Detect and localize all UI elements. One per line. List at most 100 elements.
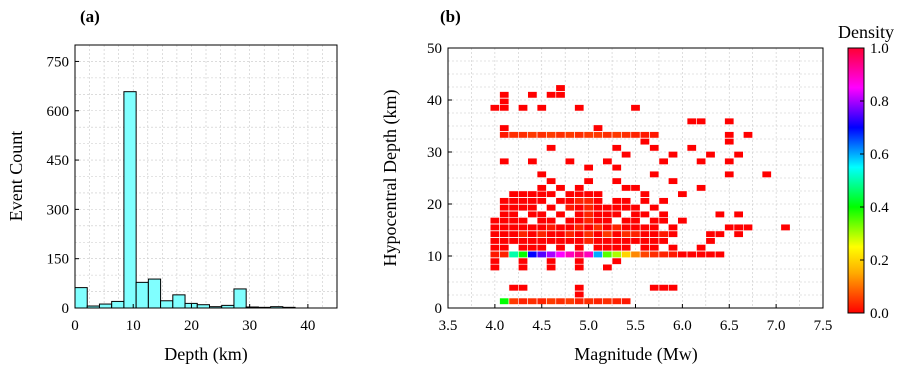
- heatmap-cell: [527, 204, 538, 212]
- heatmap-cell: [593, 217, 603, 225]
- heatmap-cell: [696, 157, 707, 165]
- heatmap-cell: [564, 237, 575, 245]
- heatmap-cell: [546, 257, 557, 265]
- heatmap-cell: [564, 157, 575, 165]
- heatmap-cell: [743, 223, 753, 231]
- colorbar-ticks: 0.0 0.2 0.4 0.6 0.8 1.0: [860, 41, 889, 322]
- heatmap-cell: [555, 230, 566, 238]
- heatmap-cell: [668, 250, 678, 258]
- heatmap-cell: [555, 297, 566, 305]
- heatmap-cell: [705, 230, 716, 238]
- heatmap-cell: [564, 217, 575, 225]
- heatmap-grid: [447, 47, 824, 309]
- heatmap-cell: [621, 297, 632, 305]
- heatmap-cell: [733, 151, 744, 159]
- heatmap-cell: [621, 223, 632, 231]
- heatmap-cell: [574, 237, 585, 245]
- heatmap-cell: [546, 297, 557, 305]
- heatmap-cell: [602, 210, 613, 218]
- heatmap-cell: [518, 190, 528, 198]
- heatmap-cell: [724, 138, 735, 146]
- heatmap-cell: [574, 204, 585, 212]
- heatmap-cell: [611, 244, 622, 252]
- heatmap-cell: [630, 250, 641, 258]
- heatmap-cell: [649, 284, 660, 292]
- heatmap-cell: [583, 190, 594, 198]
- heatmap-cell: [686, 250, 697, 258]
- heatmap-cell: [574, 297, 585, 305]
- heatmap-cell: [546, 131, 557, 139]
- y-tick-label: 40: [427, 93, 442, 109]
- heatmap-cell: [602, 131, 613, 139]
- colorbar-tick-label: 0.6: [870, 147, 889, 163]
- heatmap-cell: [733, 230, 744, 238]
- x-tick-label: 10: [126, 318, 141, 334]
- heatmap-cell: [527, 244, 538, 252]
- heatmap-cell: [499, 157, 510, 165]
- heatmap-cell: [518, 284, 528, 292]
- x-tick-label: 7.0: [767, 318, 786, 334]
- heatmap-cell: [527, 210, 538, 218]
- heatmap-cell: [564, 223, 575, 231]
- heatmap-cell: [602, 223, 613, 231]
- heatmap-cell: [724, 117, 735, 125]
- x-tick-label: 3.5: [439, 318, 458, 334]
- heatmap-cell: [536, 210, 547, 218]
- heatmap-cell: [639, 244, 650, 252]
- heatmap-cell: [630, 230, 641, 238]
- heatmap-cell: [536, 197, 547, 205]
- x-tick-label: 4.0: [486, 318, 505, 334]
- heatmap-cell: [780, 223, 791, 231]
- heatmap-cell: [536, 297, 547, 305]
- heatmap-cell: [527, 250, 538, 258]
- x-tick-label: 20: [184, 318, 199, 334]
- heatmap-cell: [527, 157, 538, 165]
- colorbar-tick-label: 0.0: [870, 306, 889, 322]
- heatmap-x-axis-label: Magnitude (Mw): [574, 344, 697, 365]
- heatmap-cell: [677, 190, 688, 198]
- heatmap-cell: [583, 164, 594, 172]
- heatmap-cell: [621, 131, 632, 139]
- heatmap-cell: [489, 230, 500, 238]
- heatmap-cell: [546, 250, 557, 258]
- panel-label-b: (b): [440, 7, 461, 26]
- heatmap-cell: [705, 151, 716, 159]
- heatmap-cell: [733, 223, 744, 231]
- heatmap-cell: [546, 91, 557, 99]
- heatmap-cell: [499, 217, 510, 225]
- heatmap-cell: [621, 250, 632, 258]
- histogram-bar: [111, 300, 125, 309]
- heatmap-cell: [574, 250, 585, 258]
- heatmap-cell: [499, 223, 510, 231]
- heatmap-cell: [686, 117, 697, 125]
- heatmap-cell: [546, 237, 557, 245]
- heatmap-panel: 3.5 4.0 4.5 5.0 5.5 6.0 6.5 7.0 7.5 0 10 20 30 40 50 (…: [380, 7, 832, 365]
- y-tick-label: 20: [427, 197, 442, 213]
- x-tick-label: 0: [71, 318, 79, 334]
- heatmap-cell: [499, 131, 510, 139]
- heatmap-cell: [621, 184, 632, 192]
- heatmap-cell: [668, 177, 678, 185]
- y-tick-label: 10: [427, 249, 442, 265]
- x-tick-label: 40: [300, 318, 315, 334]
- heatmap-cell: [564, 250, 575, 258]
- heatmap-cell: [508, 223, 519, 231]
- heatmap-cell: [593, 250, 603, 258]
- heatmap-ticks: 3.5 4.0 4.5 5.0 5.5 6.0 6.5 7.0 7.5 0 10 20 30 40 50: [427, 41, 832, 334]
- heatmap-cell: [602, 237, 613, 245]
- colorbar-label: Density: [838, 22, 894, 42]
- heatmap-cell: [527, 131, 538, 139]
- heatmap-cell: [602, 204, 613, 212]
- heatmap-cell: [564, 204, 575, 212]
- panel-label-a: (a): [80, 7, 100, 26]
- heatmap-cell: [658, 284, 669, 292]
- heatmap-cell: [564, 197, 575, 205]
- heatmap-cell: [508, 190, 519, 198]
- x-tick-label: 5.0: [579, 318, 598, 334]
- heatmap-cell: [536, 184, 547, 192]
- heatmap-cell: [536, 217, 547, 225]
- heatmap-cell: [593, 230, 603, 238]
- heatmap-cell: [546, 144, 557, 152]
- heatmap-cell: [630, 217, 641, 225]
- heatmap-cell: [714, 250, 725, 258]
